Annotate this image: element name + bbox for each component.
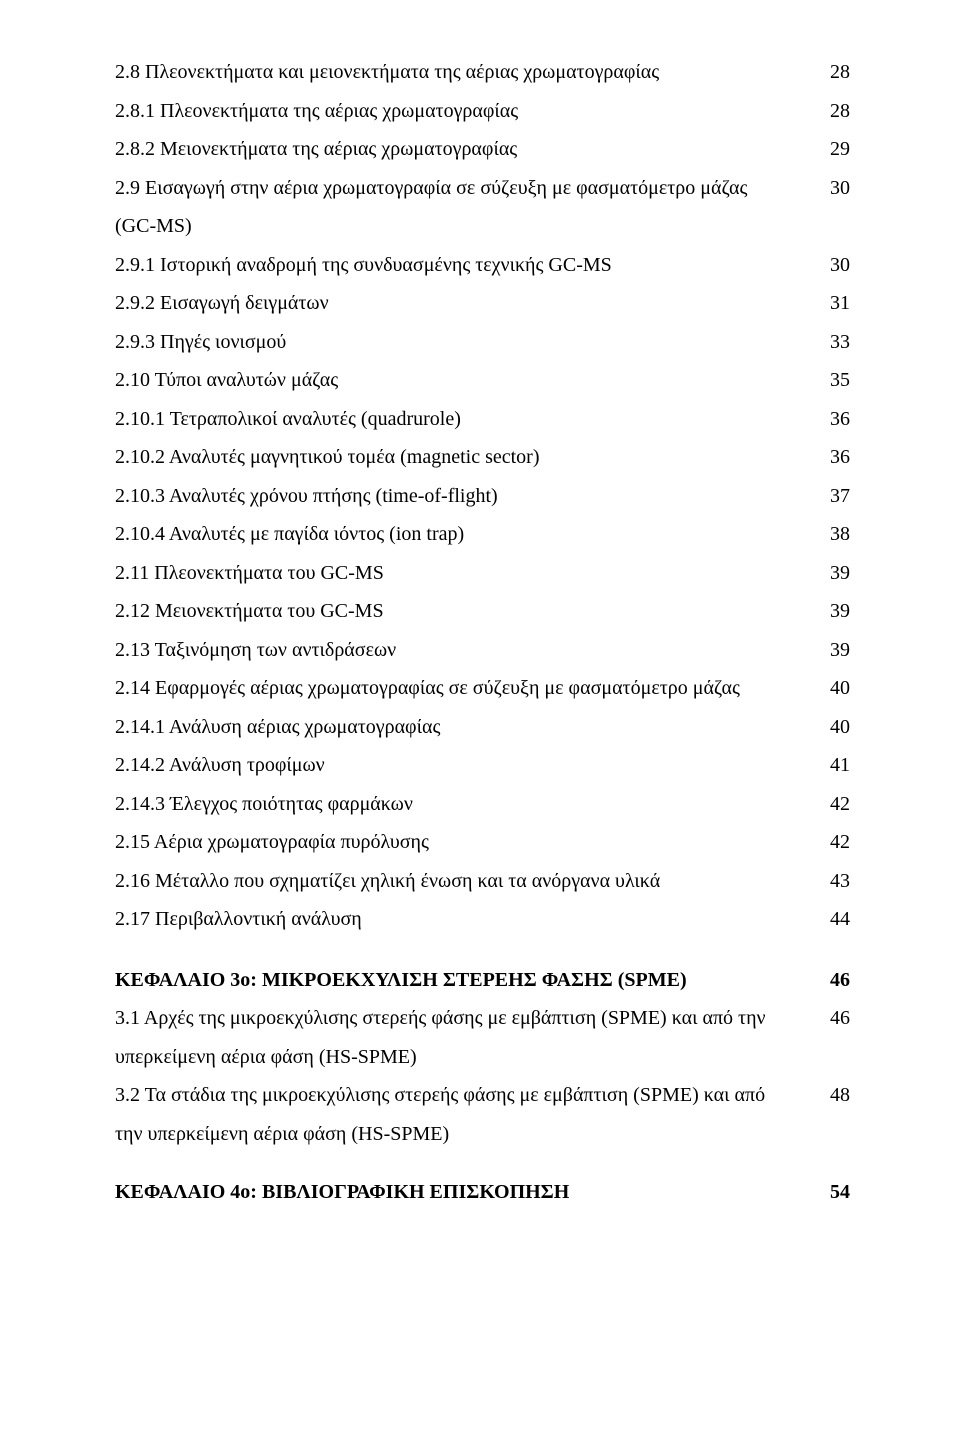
toc-page-number: 28 [822,101,850,121]
toc-label: 2.9.3 Πηγές ιονισμού [115,332,822,352]
toc-label: 2.14.2 Ανάλυση τροφίμων [115,755,822,775]
toc-entry: 2.8.2 Μειονεκτήματα της αέριας χρωματογρ… [115,139,850,159]
toc-entry: 2.11 Πλεονεκτήματα του GC-MS 39 [115,563,850,583]
toc-entry: 2.10.4 Αναλυτές με παγίδα ιόντος (ion tr… [115,524,850,544]
toc-entry: 2.9.1 Ιστορική αναδρομή της συνδυασμένης… [115,255,850,275]
toc-entry: 2.10.1 Τετραπολικοί αναλυτές (quadrurole… [115,409,850,429]
toc-entry: 2.8.1 Πλεονεκτήματα της αέριας χρωματογρ… [115,101,850,121]
toc-label: 2.8.2 Μειονεκτήματα της αέριας χρωματογρ… [115,139,822,159]
toc-label: 2.9.2 Εισαγωγή δειγμάτων [115,293,822,313]
chapter-3-heading: ΚΕΦΑΛΑΙΟ 3ο: ΜΙΚΡΟΕΚΧΥΛΙΣΗ ΣΤΕΡΕΗΣ ΦΑΣΗΣ… [115,970,850,990]
toc-label-line2: υπερκείμενη αέρια φάση (HS-SPME) [115,1047,808,1067]
toc-entry: 2.9 Εισαγωγή στην αέρια χρωματογραφία σε… [115,178,850,237]
section-gap [115,1162,850,1182]
toc-page-number: 39 [822,640,850,660]
toc-entry: 2.10.2 Αναλυτές μαγνητικού τομέα (magnet… [115,447,850,467]
toc-label: 2.16 Μέταλλο που σχηματίζει χηλική ένωση… [115,871,822,891]
toc-label-line1: 3.1 Αρχές της μικροεκχύλισης στερεής φάσ… [115,1007,766,1029]
toc-label: 2.12 Μειονεκτήματα του GC-MS [115,601,822,621]
toc-entry: 2.17 Περιβαλλοντική ανάλυση 44 [115,909,850,929]
toc-page-number: 33 [822,332,850,352]
toc-label: 2.10 Τύποι αναλυτών μάζας [115,370,822,390]
toc-page-number: 31 [822,293,850,313]
toc-page-number: 39 [822,601,850,621]
toc-entry: 2.13 Ταξινόμηση των αντιδράσεων 39 [115,640,850,660]
toc-label-line2: την υπερκείμενη αέρια φάση (HS-SPME) [115,1124,808,1144]
toc-page-number: 28 [822,62,850,82]
toc-label: 2.10.3 Αναλυτές χρόνου πτήσης (time-of-f… [115,486,822,506]
toc-label: 2.9.1 Ιστορική αναδρομή της συνδυασμένης… [115,255,822,275]
section-gap [115,948,850,970]
toc-page-number: 36 [822,447,850,467]
chapter-4-heading: ΚΕΦΑΛΑΙΟ 4ο: ΒΙΒΛΙΟΓΡΑΦΙΚΗ ΕΠΙΣΚΟΠΗΣΗ 54 [115,1182,850,1202]
toc-page-number: 29 [822,139,850,159]
toc-entry: 3.2 Τα στάδια της μικροεκχύλισης στερεής… [115,1085,850,1144]
toc-page-number: 40 [822,717,850,737]
toc-label: 3.1 Αρχές της μικροεκχύλισης στερεής φάσ… [115,1008,822,1067]
chapter-page-number: 54 [822,1182,850,1202]
toc-page-number: 43 [822,871,850,891]
toc-page-number: 37 [822,486,850,506]
toc-label: 2.10.1 Τετραπολικοί αναλυτές (quadrurole… [115,409,822,429]
toc-page-number: 30 [822,178,850,198]
toc-entry: 2.14 Εφαρμογές αέριας χρωματογραφίας σε … [115,678,850,698]
toc-label: 2.14.3 Έλεγχος ποιότητας φαρμάκων [115,794,822,814]
toc-label: 2.15 Αέρια χρωματογραφία πυρόλυσης [115,832,822,852]
toc-entry: 2.16 Μέταλλο που σχηματίζει χηλική ένωση… [115,871,850,891]
toc-page-number: 48 [822,1085,850,1105]
toc-label-line2: (GC-MS) [115,216,808,236]
toc-entry: 2.10.3 Αναλυτές χρόνου πτήσης (time-of-f… [115,486,850,506]
toc-label: 2.10.4 Αναλυτές με παγίδα ιόντος (ion tr… [115,524,822,544]
toc-label-line1: 3.2 Τα στάδια της μικροεκχύλισης στερεής… [115,1084,765,1106]
toc-label: 2.14.1 Ανάλυση αέριας χρωματογραφίας [115,717,822,737]
toc-entry: 2.9.2 Εισαγωγή δειγμάτων 31 [115,293,850,313]
chapter-label: ΚΕΦΑΛΑΙΟ 4ο: ΒΙΒΛΙΟΓΡΑΦΙΚΗ ΕΠΙΣΚΟΠΗΣΗ [115,1182,822,1202]
toc-page-number: 40 [822,678,850,698]
toc-label: 2.13 Ταξινόμηση των αντιδράσεων [115,640,822,660]
toc-page-number: 41 [822,755,850,775]
toc-page-number: 42 [822,832,850,852]
toc-label: 2.17 Περιβαλλοντική ανάλυση [115,909,822,929]
toc-entry: 2.8 Πλεονεκτήματα και μειονεκτήματα της … [115,62,850,82]
toc-page-number: 39 [822,563,850,583]
toc-label: 2.9 Εισαγωγή στην αέρια χρωματογραφία σε… [115,178,822,237]
toc-page-number: 30 [822,255,850,275]
toc-page-number: 42 [822,794,850,814]
toc-page-number: 35 [822,370,850,390]
chapter-page-number: 46 [822,970,850,990]
toc-label: 3.2 Τα στάδια της μικροεκχύλισης στερεής… [115,1085,822,1144]
toc-label: 2.8.1 Πλεονεκτήματα της αέριας χρωματογρ… [115,101,822,121]
toc-label: 2.11 Πλεονεκτήματα του GC-MS [115,563,822,583]
toc-label: 2.8 Πλεονεκτήματα και μειονεκτήματα της … [115,62,822,82]
toc-label-line1: 2.9 Εισαγωγή στην αέρια χρωματογραφία σε… [115,177,747,199]
toc-entry: 2.9.3 Πηγές ιονισμού 33 [115,332,850,352]
toc-label: 2.14 Εφαρμογές αέριας χρωματογραφίας σε … [115,678,822,698]
toc-entry: 3.1 Αρχές της μικροεκχύλισης στερεής φάσ… [115,1008,850,1067]
toc-entry: 2.14.2 Ανάλυση τροφίμων 41 [115,755,850,775]
toc-page-number: 38 [822,524,850,544]
toc-entry: 2.10 Τύποι αναλυτών μάζας 35 [115,370,850,390]
chapter-label: ΚΕΦΑΛΑΙΟ 3ο: ΜΙΚΡΟΕΚΧΥΛΙΣΗ ΣΤΕΡΕΗΣ ΦΑΣΗΣ… [115,970,822,990]
toc-entry: 2.12 Μειονεκτήματα του GC-MS 39 [115,601,850,621]
toc-entry: 2.15 Αέρια χρωματογραφία πυρόλυσης 42 [115,832,850,852]
toc-label: 2.10.2 Αναλυτές μαγνητικού τομέα (magnet… [115,447,822,467]
toc-page-number: 44 [822,909,850,929]
toc-entry: 2.14.3 Έλεγχος ποιότητας φαρμάκων 42 [115,794,850,814]
toc-page-number: 36 [822,409,850,429]
toc-entry: 2.14.1 Ανάλυση αέριας χρωματογραφίας 40 [115,717,850,737]
toc-page-number: 46 [822,1008,850,1028]
